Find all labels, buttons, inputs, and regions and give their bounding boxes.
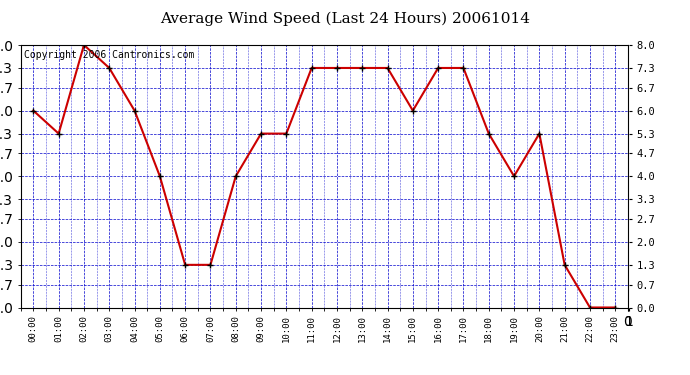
Text: Copyright 2006 Cantronics.com: Copyright 2006 Cantronics.com (23, 50, 194, 60)
Text: Average Wind Speed (Last 24 Hours) 20061014: Average Wind Speed (Last 24 Hours) 20061… (160, 11, 530, 26)
